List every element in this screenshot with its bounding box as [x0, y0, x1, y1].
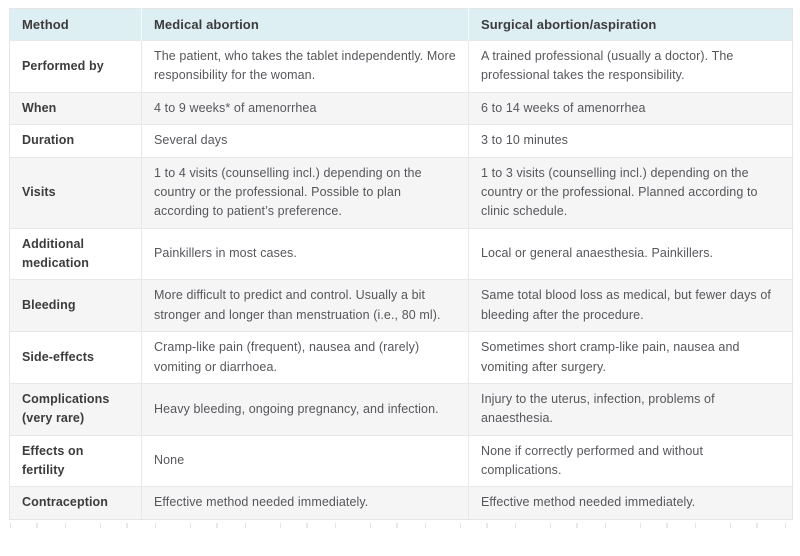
table-header: Method Medical abortion Surgical abortio…: [9, 8, 793, 41]
medical-cell: Cramp-like pain (frequent), nausea and (…: [141, 331, 469, 384]
surgical-cell: Local or general anaesthesia. Painkiller…: [468, 227, 793, 280]
surgical-cell: Injury to the uterus, infection, problem…: [468, 382, 793, 436]
surgical-cell: A trained professional (usually a doctor…: [468, 40, 793, 93]
surgical-cell: 1 to 3 visits (counselling incl.) depend…: [468, 156, 793, 229]
row-label: Contraception: [9, 486, 142, 520]
table-row: Side-effects Cramp-like pain (frequent), …: [9, 331, 793, 384]
table-row: Contraception Effective method needed imm…: [9, 486, 793, 520]
header-row: Method Medical abortion Surgical abortio…: [9, 8, 793, 41]
abortion-comparison-table: Method Medical abortion Surgical abortio…: [9, 8, 793, 520]
medical-cell: 4 to 9 weeks* of amenorrhea: [141, 91, 469, 125]
table-row: When 4 to 9 weeks* of amenorrhea 6 to 14 w…: [9, 91, 793, 125]
medical-cell: Effective method needed immediately.: [141, 486, 469, 520]
table-row: Effects on fertility None None if correctl…: [9, 434, 793, 487]
comparison-table-container: Method Medical abortion Surgical abortio…: [9, 8, 793, 520]
row-label: When: [9, 91, 142, 125]
row-label: Side-effects: [9, 331, 142, 384]
row-label: Bleeding: [9, 279, 142, 332]
row-label: Complications (very rare): [9, 382, 142, 436]
medical-cell: Painkillers in most cases.: [141, 227, 469, 280]
table-row: Visits 1 to 4 visits (counselling incl.) …: [9, 156, 793, 229]
table-row: Bleeding More difficult to predict and co…: [9, 279, 793, 332]
medical-cell: The patient, who takes the tablet indepe…: [141, 40, 469, 93]
medical-cell: 1 to 4 visits (counselling incl.) depend…: [141, 156, 469, 229]
surgical-cell: Effective method needed immediately.: [468, 486, 793, 520]
row-label: Duration: [9, 124, 142, 157]
row-label: Visits: [9, 156, 142, 229]
table-row: Duration Several days 3 to 10 minutes: [9, 124, 793, 157]
surgical-cell: Same total blood loss as medical, but fe…: [468, 279, 793, 332]
surgical-cell: Sometimes short cramp-like pain, nausea …: [468, 331, 793, 384]
row-label: Performed by: [9, 40, 142, 93]
medical-cell: More difficult to predict and control. U…: [141, 279, 469, 332]
row-label: Effects on fertility: [9, 434, 142, 487]
surgical-cell: None if correctly performed and without …: [468, 434, 793, 487]
table-row: Performed by The patient, who takes the t…: [9, 40, 793, 93]
surgical-cell: 3 to 10 minutes: [468, 124, 793, 157]
table-row: Additional medication Painkillers in most…: [9, 227, 793, 280]
header-cell-medical: Medical abortion: [141, 8, 469, 41]
table-row: Complications (very rare) Heavy bleeding,…: [9, 382, 793, 436]
medical-cell: Heavy bleeding, ongoing pregnancy, and i…: [141, 382, 469, 436]
row-label: Additional medication: [9, 227, 142, 280]
table-body: Performed by The patient, who takes the t…: [9, 40, 793, 520]
cutoff-text-remnant: [10, 522, 790, 528]
medical-cell: None: [141, 434, 469, 487]
medical-cell: Several days: [141, 124, 469, 157]
header-cell-surgical: Surgical abortion/aspiration: [468, 8, 793, 41]
surgical-cell: 6 to 14 weeks of amenorrhea: [468, 91, 793, 125]
header-cell-method: Method: [9, 8, 142, 41]
